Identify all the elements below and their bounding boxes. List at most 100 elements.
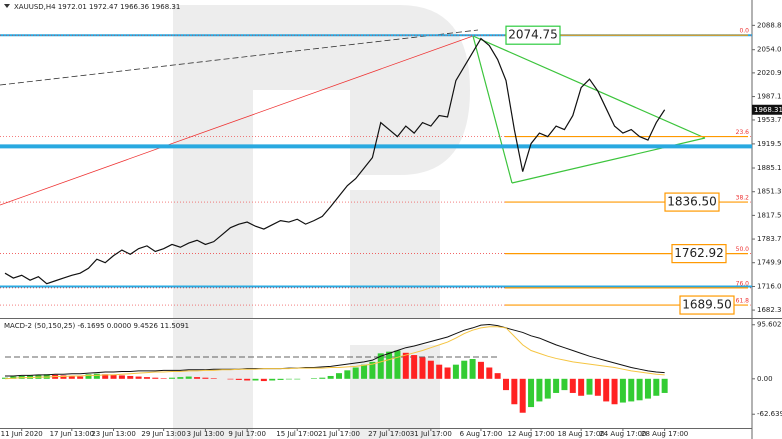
macd-bar — [177, 377, 184, 379]
y-tick-label: 95.6027 — [757, 321, 782, 329]
macd-bar — [260, 378, 267, 382]
macd-bar — [102, 374, 109, 379]
macd-bar — [127, 375, 134, 379]
macd-bar — [536, 378, 543, 402]
watermark-bowl — [253, 5, 470, 175]
fib-label: 50.0 — [736, 246, 750, 253]
macd-bar — [528, 378, 535, 408]
macd-bar — [611, 378, 618, 405]
macd-bar — [411, 355, 418, 379]
macd-bar — [603, 378, 610, 402]
macd-bar — [427, 360, 434, 379]
macd-line — [5, 324, 665, 377]
macd-bar — [327, 375, 334, 379]
macd-bar — [202, 377, 209, 379]
macd-bar — [43, 374, 50, 379]
x-tick-label: 11 Jun 2020 — [1, 430, 43, 438]
macd-bar — [169, 377, 175, 379]
macd-bar — [210, 378, 217, 379]
y-tick-label: 1817.50 — [757, 211, 782, 219]
macd-bar — [319, 377, 326, 379]
macd-bar — [644, 378, 651, 399]
macd-bar — [194, 377, 201, 379]
macd-bar — [93, 373, 100, 379]
macd-title: MACD-2 (50,150,25) -6.1695 0.0000 9.4526… — [4, 322, 189, 330]
price-box — [671, 244, 727, 264]
x-tick-label: 15 Jul 17:00 — [276, 430, 318, 438]
macd-bar — [619, 378, 626, 403]
y-tick-label: 1987.15 — [757, 93, 782, 101]
macd-bar — [494, 373, 501, 379]
macd-bar — [269, 378, 276, 381]
macd-bar — [77, 376, 84, 379]
current-price-label: 1968.31 — [754, 106, 782, 114]
macd-bar — [561, 378, 568, 391]
macd-bar — [461, 360, 468, 379]
x-tick-label: 9 Jul 17:00 — [228, 430, 266, 438]
macd-bar — [578, 378, 585, 396]
macd-bar — [402, 352, 409, 379]
macd-bar — [160, 378, 167, 379]
macd-bar — [436, 364, 443, 379]
triangle — [472, 35, 706, 184]
macd-bar — [68, 375, 75, 379]
macd-bar — [519, 378, 526, 413]
macd-bar — [252, 378, 259, 381]
macd-bar — [628, 378, 635, 402]
macd-bar — [394, 350, 401, 379]
x-tick-label: 3 Jul 13:00 — [187, 430, 225, 438]
macd-bar — [511, 378, 518, 405]
macd-bar — [369, 361, 376, 379]
x-tick-label: 24 Aug 17:00 — [599, 430, 646, 438]
x-tick-label: 6 Aug 17:00 — [460, 430, 503, 438]
macd-bar — [477, 361, 484, 379]
price-line — [4, 37, 666, 285]
macd-bar — [10, 376, 17, 379]
macd-bar — [118, 375, 125, 379]
fib-label: 23.6 — [736, 129, 750, 136]
macd-bar — [452, 364, 459, 379]
macd-bar — [653, 378, 660, 396]
macd-bar — [85, 374, 92, 379]
y-tick-label: 2054.05 — [757, 46, 782, 54]
price-box-label: 1836.50 — [667, 195, 717, 209]
signal-line — [4, 326, 665, 380]
macd-bar — [310, 378, 317, 379]
y-tick-label: 1716.00 — [757, 282, 782, 290]
current-price-box — [752, 104, 782, 115]
y-tick-label: 1851.30 — [757, 188, 782, 196]
macd-bar — [377, 353, 384, 379]
y-tick-label: 1885.15 — [757, 164, 782, 172]
price-box-label: 1689.50 — [682, 298, 732, 312]
watermark-leg — [350, 190, 440, 318]
macd-bar — [344, 370, 351, 379]
macd-bar — [2, 377, 8, 379]
macd-bar — [227, 378, 234, 380]
y-tick-label: 1783.70 — [757, 235, 782, 243]
macd-bar — [152, 377, 159, 379]
triangle-edge — [472, 35, 513, 184]
x-tick-label: 28 Aug 17:00 — [641, 430, 688, 438]
macd-bar — [27, 375, 34, 379]
macd-bar — [469, 359, 476, 379]
macd-bar — [544, 378, 551, 399]
trend-line — [0, 35, 474, 206]
macd-bar — [386, 351, 393, 379]
x-tick-label: 18 Aug 17:00 — [558, 430, 605, 438]
macd-bar — [586, 378, 593, 395]
y-tick-label: -62.6391 — [757, 410, 782, 418]
x-tick-label: 27 Jul 17:00 — [368, 430, 410, 438]
macd-bar — [244, 378, 251, 381]
macd-bar — [419, 357, 426, 379]
fib-label: 76.0 — [736, 280, 750, 287]
x-tick-label: 31 Jul 17:00 — [410, 430, 452, 438]
menu-arrow[interactable] — [4, 4, 10, 8]
fib-label: 61.8 — [736, 298, 750, 305]
price-box — [505, 25, 561, 45]
chart-title: XAUUSD,H4 1972.01 1972.47 1966.36 1968.3… — [14, 3, 180, 11]
y-tick-label: 1953.75 — [757, 116, 782, 124]
macd-bar — [569, 378, 576, 393]
macd-bar — [285, 378, 292, 380]
macd-bar — [110, 374, 117, 379]
